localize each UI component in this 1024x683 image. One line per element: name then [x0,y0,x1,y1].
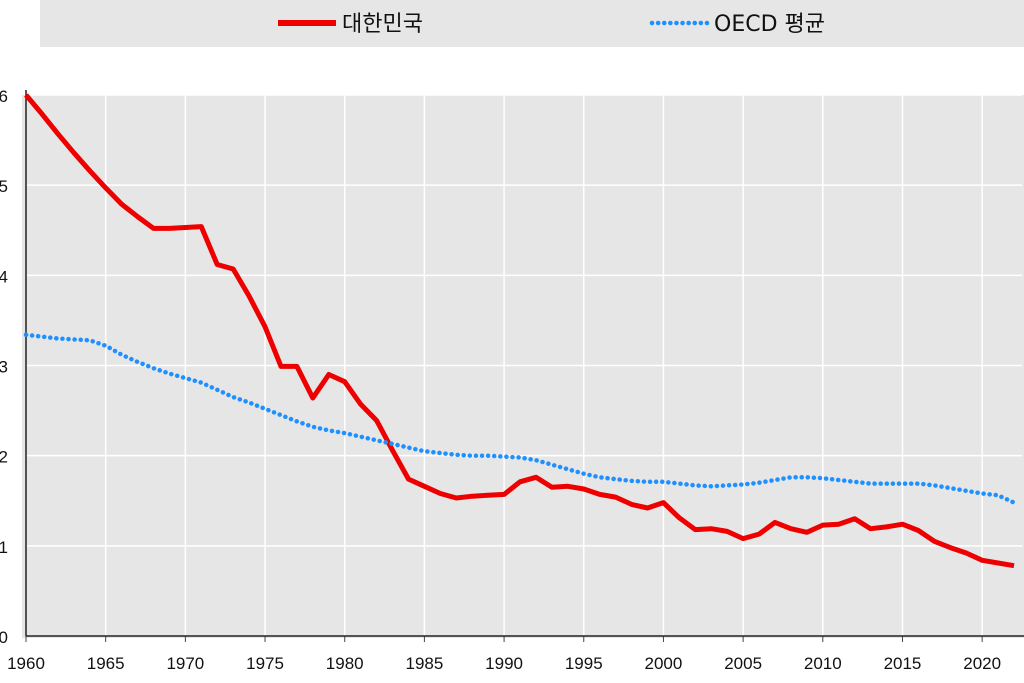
x-tick-label: 1970 [166,654,204,673]
x-tick-label: 1995 [565,654,603,673]
plot-area [22,95,1024,638]
x-tick-label: 1980 [326,654,364,673]
x-tick-label: 2015 [884,654,922,673]
series-line-oecd-average [23,332,1017,505]
series-lines [23,93,1017,569]
x-tick-label: 1990 [485,654,523,673]
y-tick-label: 1 [0,538,8,557]
x-tick-label: 2000 [645,654,683,673]
tick-labels: 1960 1965 1970 1975 1980 1985 1990 1995 2000 2005… [0,87,1001,673]
y-tick-label: 4 [0,267,8,286]
y-tick-label: 3 [0,358,8,377]
x-tick-label: 1960 [7,654,45,673]
y-tick-label: 6 [0,87,8,106]
legend: 대한민국 OECD 평균 [278,12,825,37]
y-tick-label: 2 [0,448,8,467]
legend-background [40,0,1024,47]
y-tick-label: 5 [0,177,8,196]
x-tick-label: 2020 [963,654,1001,673]
x-tick-label: 2010 [804,654,842,673]
x-tick-label: 2005 [724,654,762,673]
legend-label-oecd-average: OECD 평균 [714,12,825,37]
axes [25,90,1024,642]
y-tick-label: 0 [0,628,8,647]
series-line-korea [24,93,1015,569]
x-tick-label: 1985 [405,654,443,673]
gridlines [26,94,1022,636]
legend-label-korea: 대한민국 [342,12,423,37]
x-tick-label: 1975 [246,654,284,673]
x-tick-label: 1965 [87,654,125,673]
